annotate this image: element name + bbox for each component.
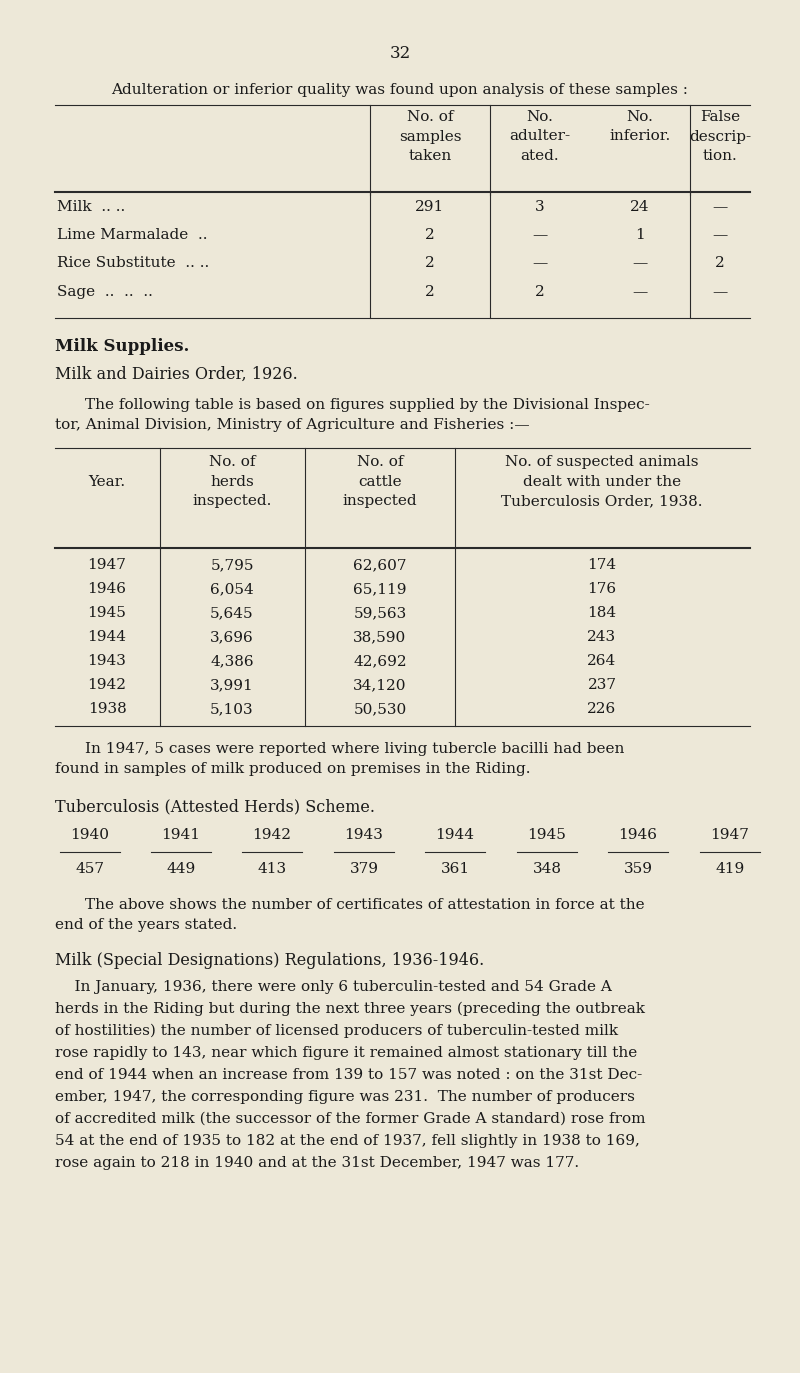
Text: 1947: 1947	[710, 828, 750, 842]
Text: 226: 226	[587, 702, 617, 715]
Text: 1944: 1944	[87, 630, 126, 644]
Text: Milk Supplies.: Milk Supplies.	[55, 338, 190, 356]
Text: —: —	[712, 200, 728, 214]
Text: of hostilities) the number of licensed producers of tuberculin-tested milk: of hostilities) the number of licensed p…	[55, 1024, 618, 1038]
Text: 59,563: 59,563	[354, 605, 406, 621]
Text: Milk (Special Designations) Regulations, 1936-1946.: Milk (Special Designations) Regulations,…	[55, 951, 484, 969]
Text: 1944: 1944	[435, 828, 474, 842]
Text: Milk  .. ..: Milk .. ..	[57, 200, 126, 214]
Text: 38,590: 38,590	[354, 630, 406, 644]
Text: —: —	[632, 286, 648, 299]
Text: 174: 174	[587, 557, 617, 573]
Text: 1941: 1941	[162, 828, 201, 842]
Text: 5,645: 5,645	[210, 605, 254, 621]
Text: Milk and Dairies Order, 1926.: Milk and Dairies Order, 1926.	[55, 367, 298, 383]
Text: 1938: 1938	[88, 702, 126, 715]
Text: 54 at the end of 1935 to 182 at the end of 1937, fell slightly in 1938 to 169,: 54 at the end of 1935 to 182 at the end …	[55, 1134, 640, 1148]
Text: 184: 184	[587, 605, 617, 621]
Text: ember, 1947, the corresponding figure was 231.  The number of producers: ember, 1947, the corresponding figure wa…	[55, 1090, 635, 1104]
Text: 1945: 1945	[87, 605, 126, 621]
Text: of accredited milk (the successor of the former Grade A standard) rose from: of accredited milk (the successor of the…	[55, 1112, 646, 1126]
Text: Sage  ..  ..  ..: Sage .. .. ..	[57, 286, 153, 299]
Text: herds in the Riding but during the next three years (preceding the outbreak: herds in the Riding but during the next …	[55, 1002, 645, 1016]
Text: 348: 348	[533, 862, 562, 876]
Text: —: —	[532, 228, 548, 242]
Text: 4,386: 4,386	[210, 654, 254, 669]
Text: 1946: 1946	[87, 582, 126, 596]
Text: 457: 457	[75, 862, 105, 876]
Text: The following table is based on figures supplied by the Divisional Inspec-: The following table is based on figures …	[85, 398, 650, 412]
Text: No. of
samples
taken: No. of samples taken	[398, 110, 462, 163]
Text: No. of
cattle
inspected: No. of cattle inspected	[342, 454, 418, 508]
Text: 2: 2	[425, 255, 435, 270]
Text: rose again to 218 in 1940 and at the 31st December, 1947 was 177.: rose again to 218 in 1940 and at the 31s…	[55, 1156, 579, 1170]
Text: —: —	[712, 228, 728, 242]
Text: 50,530: 50,530	[354, 702, 406, 715]
Text: 2: 2	[425, 228, 435, 242]
Text: 1945: 1945	[527, 828, 566, 842]
Text: end of 1944 when an increase from 139 to 157 was noted : on the 31st Dec-: end of 1944 when an increase from 139 to…	[55, 1068, 642, 1082]
Text: 264: 264	[587, 654, 617, 669]
Text: 449: 449	[166, 862, 196, 876]
Text: Rice Substitute  .. ..: Rice Substitute .. ..	[57, 255, 210, 270]
Text: 24: 24	[630, 200, 650, 214]
Text: end of the years stated.: end of the years stated.	[55, 919, 237, 932]
Text: 2: 2	[715, 255, 725, 270]
Text: 3: 3	[535, 200, 545, 214]
Text: False
descrip-
tion.: False descrip- tion.	[689, 110, 751, 163]
Text: 62,607: 62,607	[354, 557, 406, 573]
Text: 1942: 1942	[87, 678, 126, 692]
Text: 419: 419	[715, 862, 745, 876]
Text: Lime Marmalade  ..: Lime Marmalade ..	[57, 228, 207, 242]
Text: —: —	[532, 255, 548, 270]
Text: 291: 291	[415, 200, 445, 214]
Text: 34,120: 34,120	[354, 678, 406, 692]
Text: 361: 361	[441, 862, 470, 876]
Text: found in samples of milk produced on premises in the Riding.: found in samples of milk produced on pre…	[55, 762, 530, 776]
Text: 3,696: 3,696	[210, 630, 254, 644]
Text: Adulteration or inferior quality was found upon analysis of these samples :: Adulteration or inferior quality was fou…	[111, 82, 689, 97]
Text: 413: 413	[258, 862, 286, 876]
Text: 5,795: 5,795	[210, 557, 254, 573]
Text: tor, Animal Division, Ministry of Agriculture and Fisheries :—: tor, Animal Division, Ministry of Agricu…	[55, 417, 530, 432]
Text: 1943: 1943	[87, 654, 126, 669]
Text: 176: 176	[587, 582, 617, 596]
Text: 379: 379	[350, 862, 378, 876]
Text: rose rapidly to 143, near which figure it remained almost stationary till the: rose rapidly to 143, near which figure i…	[55, 1046, 638, 1060]
Text: 2: 2	[535, 286, 545, 299]
Text: 359: 359	[623, 862, 653, 876]
Text: No. of suspected animals
dealt with under the
Tuberculosis Order, 1938.: No. of suspected animals dealt with unde…	[502, 454, 702, 508]
Text: 1946: 1946	[618, 828, 658, 842]
Text: 32: 32	[390, 45, 410, 62]
Text: 1943: 1943	[345, 828, 383, 842]
Text: 1947: 1947	[87, 557, 126, 573]
Text: —: —	[632, 255, 648, 270]
Text: 5,103: 5,103	[210, 702, 254, 715]
Text: No.
inferior.: No. inferior.	[610, 110, 670, 144]
Text: 1940: 1940	[70, 828, 110, 842]
Text: In 1947, 5 cases were reported where living tubercle bacilli had been: In 1947, 5 cases were reported where liv…	[85, 741, 624, 757]
Text: 1: 1	[635, 228, 645, 242]
Text: Year.: Year.	[89, 475, 126, 489]
Text: No. of
herds
inspected.: No. of herds inspected.	[192, 454, 272, 508]
Text: 3,991: 3,991	[210, 678, 254, 692]
Text: No.
adulter-
ated.: No. adulter- ated.	[510, 110, 570, 163]
Text: 2: 2	[425, 286, 435, 299]
Text: 6,054: 6,054	[210, 582, 254, 596]
Text: The above shows the number of certificates of attestation in force at the: The above shows the number of certificat…	[85, 898, 645, 912]
Text: 65,119: 65,119	[354, 582, 406, 596]
Text: 243: 243	[587, 630, 617, 644]
Text: In January, 1936, there were only 6 tuberculin-tested and 54 Grade A: In January, 1936, there were only 6 tube…	[55, 980, 612, 994]
Text: 1942: 1942	[253, 828, 291, 842]
Text: 237: 237	[587, 678, 617, 692]
Text: 42,692: 42,692	[353, 654, 407, 669]
Text: Tuberculosis (Attested Herds) Scheme.: Tuberculosis (Attested Herds) Scheme.	[55, 798, 375, 816]
Text: —: —	[712, 286, 728, 299]
